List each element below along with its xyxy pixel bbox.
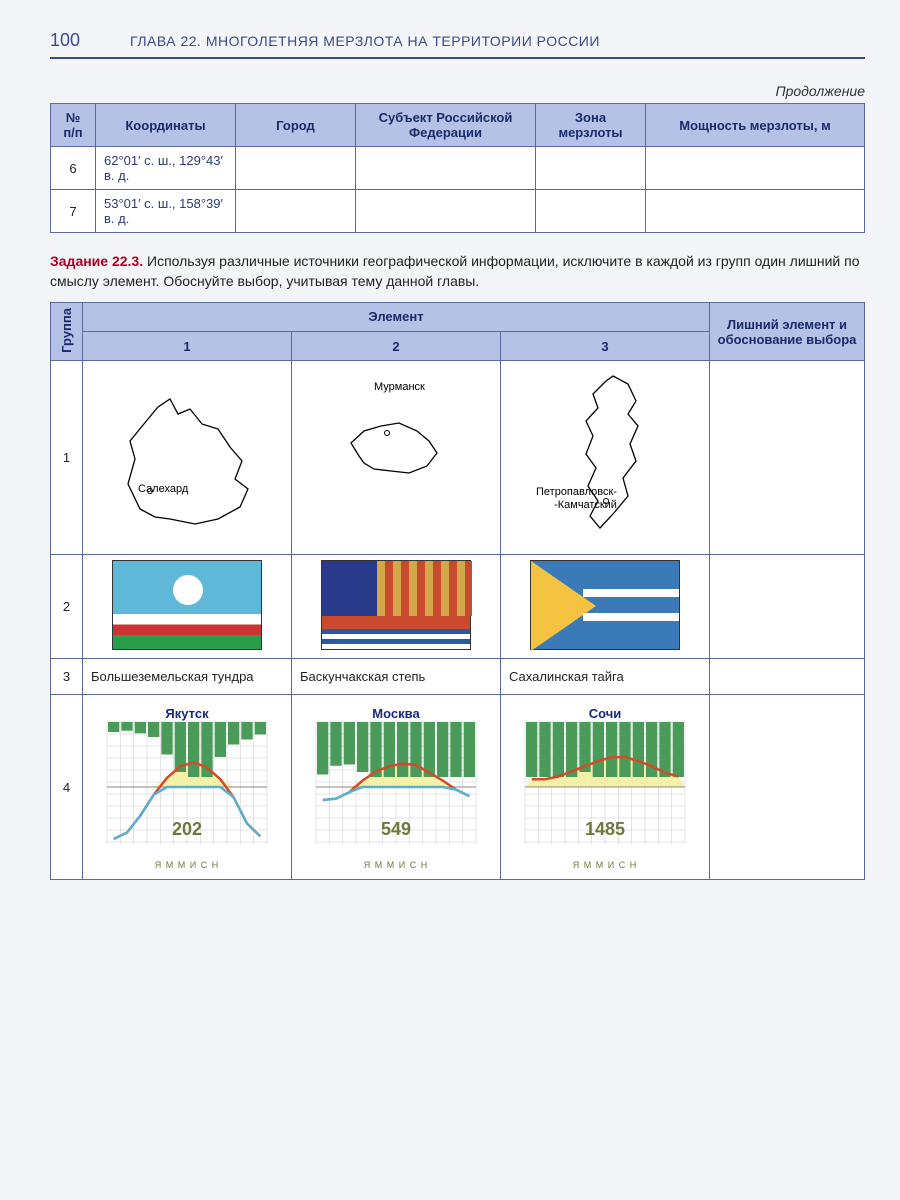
group-num: 2: [51, 555, 83, 659]
cell-empty: [356, 147, 536, 190]
group-num: 4: [51, 695, 83, 880]
flag-yakutia: [112, 560, 262, 650]
map-label: Салехард: [138, 483, 188, 495]
task-paragraph: Задание 22.3. Используя различные источн…: [50, 251, 865, 292]
th-answer: Лишний элемент и обоснование выбора: [710, 302, 865, 361]
th-col3: 3: [501, 332, 710, 361]
chapter-title: ГЛАВА 22. МНОГОЛЕТНЯЯ МЕРЗЛОТА НА ТЕРРИТ…: [130, 33, 600, 49]
text-cell: Большеземельская тундра: [83, 659, 292, 695]
table-row: 6 62°01′ с. ш., 129°43′ в. д.: [51, 147, 865, 190]
chart-cell-moscow: Москва549Я М М И С Н: [292, 695, 501, 880]
group-row-flags: 2: [51, 555, 865, 659]
cell-empty: [236, 190, 356, 233]
group-row-charts: 4 Якутск202Я М М И С Н Москва549Я М М И …: [51, 695, 865, 880]
elements-table: Группа Элемент Лишний элемент и обоснова…: [50, 302, 865, 881]
cell-empty: [236, 147, 356, 190]
answer-cell: [710, 361, 865, 555]
task-number: Задание 22.3.: [50, 253, 143, 269]
map-salekhard: Салехард: [83, 361, 292, 555]
th-col2: 2: [292, 332, 501, 361]
th-thickness: Мощность мерзлоты, м: [646, 104, 865, 147]
coordinates-table: № п/п Координаты Город Субъект Российско…: [50, 103, 865, 233]
cell-coords: 62°01′ с. ш., 129°43′ в. д.: [96, 147, 236, 190]
map-label: Петропавловск- -Камчатский: [536, 486, 617, 510]
th-zone: Зона мерзлоты: [536, 104, 646, 147]
chart-cell-sochi: Сочи1485Я М М И С Н: [501, 695, 710, 880]
page-header: 100 ГЛАВА 22. МНОГОЛЕТНЯЯ МЕРЗЛОТА НА ТЕ…: [50, 30, 865, 51]
map-kamchatka: Петропавловск- -Камчатский: [501, 361, 710, 555]
map-murmansk: Мурманск: [292, 361, 501, 555]
cell-num: 7: [51, 190, 96, 233]
cell-empty: [646, 147, 865, 190]
th-coords: Координаты: [96, 104, 236, 147]
group-row-maps: 1 Салехард Мурманск Петропавловск- -Камч…: [51, 361, 865, 555]
th-city: Город: [236, 104, 356, 147]
group-row-text: 3 Большеземельская тундра Баскунчакская …: [51, 659, 865, 695]
th-col1: 1: [83, 332, 292, 361]
answer-cell: [710, 659, 865, 695]
map-label: Мурманск: [374, 381, 425, 393]
th-element: Элемент: [83, 302, 710, 331]
group-num: 1: [51, 361, 83, 555]
task-text: Используя различные источники географиче…: [50, 253, 860, 289]
cell-empty: [536, 190, 646, 233]
answer-cell: [710, 555, 865, 659]
flag-cell-1: [83, 555, 292, 659]
text-cell: Баскунчакская степь: [292, 659, 501, 695]
text-cell: Сахалинская тайга: [501, 659, 710, 695]
flag-buryatia: [530, 560, 680, 650]
th-subject: Субъект Российской Федерации: [356, 104, 536, 147]
th-num: № п/п: [51, 104, 96, 147]
chart-cell-yakutsk: Якутск202Я М М И С Н: [83, 695, 292, 880]
cell-num: 6: [51, 147, 96, 190]
header-rule: [50, 57, 865, 59]
th-group: Группа: [51, 302, 83, 361]
cell-coords: 53°01′ с. ш., 158°39′ в. д.: [96, 190, 236, 233]
continuation-label: Продолжение: [50, 83, 865, 99]
flag-magadan: [321, 560, 471, 650]
cell-empty: [536, 147, 646, 190]
cell-empty: [356, 190, 536, 233]
flag-cell-3: [501, 555, 710, 659]
cell-empty: [646, 190, 865, 233]
table-row: 7 53°01′ с. ш., 158°39′ в. д.: [51, 190, 865, 233]
page-number: 100: [50, 30, 80, 51]
answer-cell: [710, 695, 865, 880]
flag-cell-2: [292, 555, 501, 659]
group-num: 3: [51, 659, 83, 695]
